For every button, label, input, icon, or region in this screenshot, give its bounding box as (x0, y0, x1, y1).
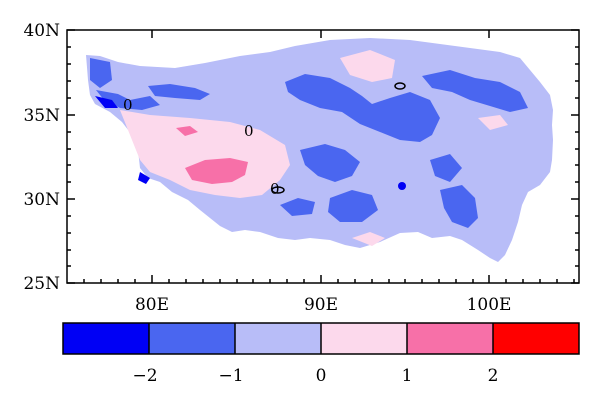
weak-positive-south (352, 232, 385, 246)
negative-region-north-strip (148, 84, 210, 100)
positive-spot-1 (176, 126, 198, 136)
lat-label-35n: 35N (23, 106, 60, 126)
positive-region-west (185, 158, 248, 184)
contour-label-2: 0 (244, 122, 254, 140)
negative-region-east (430, 154, 462, 182)
map-frame (66, 29, 580, 284)
strong-negative-nw (95, 96, 118, 108)
colorbar-box-6 (493, 323, 579, 354)
lon-ticks (83, 30, 575, 283)
lat-label-40n: 40N (23, 21, 60, 41)
negative-region-north (285, 74, 440, 142)
colorbar: −2 −1 0 1 2 (62, 322, 580, 386)
weak-positive-east (478, 115, 508, 130)
colorbar-box-2 (149, 323, 235, 354)
lat-label-30n: 30N (23, 190, 60, 210)
colorbar-box-3 (235, 323, 321, 354)
lat-ticks-right (571, 29, 579, 284)
lat-ticks-left (67, 29, 75, 284)
colorbar-label-2: 2 (488, 366, 499, 386)
lon-label-80e: 80E (135, 295, 169, 315)
colorbar-box-4 (321, 323, 407, 354)
negative-region-center (300, 144, 360, 182)
negative-region-southeast (440, 185, 478, 228)
contour-ellipse-ne (394, 82, 406, 90)
weak-positive-north (340, 50, 395, 82)
contour-ellipse-s (271, 186, 285, 194)
negative-region-south (280, 198, 315, 216)
weak-positive-region-west (120, 110, 290, 198)
lat-label-25n: 25N (23, 274, 60, 294)
colorbar-label-neg2: −2 (132, 366, 157, 386)
negative-region-southcenter (328, 190, 378, 222)
colorbar-box-5 (407, 323, 493, 354)
negative-region-northeast (422, 70, 528, 112)
strong-negative-spot (398, 182, 406, 190)
colorbar-label-1: 1 (402, 366, 413, 386)
lon-label-90e: 90E (304, 295, 338, 315)
colorbar-label-neg1: −1 (218, 366, 243, 386)
contour-label-3: 0 (270, 180, 280, 198)
colorbar-box-1 (63, 323, 149, 354)
strong-negative-sw (138, 172, 150, 184)
colorbar-label-0: 0 (316, 366, 327, 386)
negative-region-northwest (90, 58, 112, 88)
lon-label-100e: 100E (467, 295, 512, 315)
negative-region-nw-edge (96, 90, 160, 110)
contour-label-1: 0 (123, 96, 133, 114)
weak-positive-southwest (140, 150, 160, 162)
